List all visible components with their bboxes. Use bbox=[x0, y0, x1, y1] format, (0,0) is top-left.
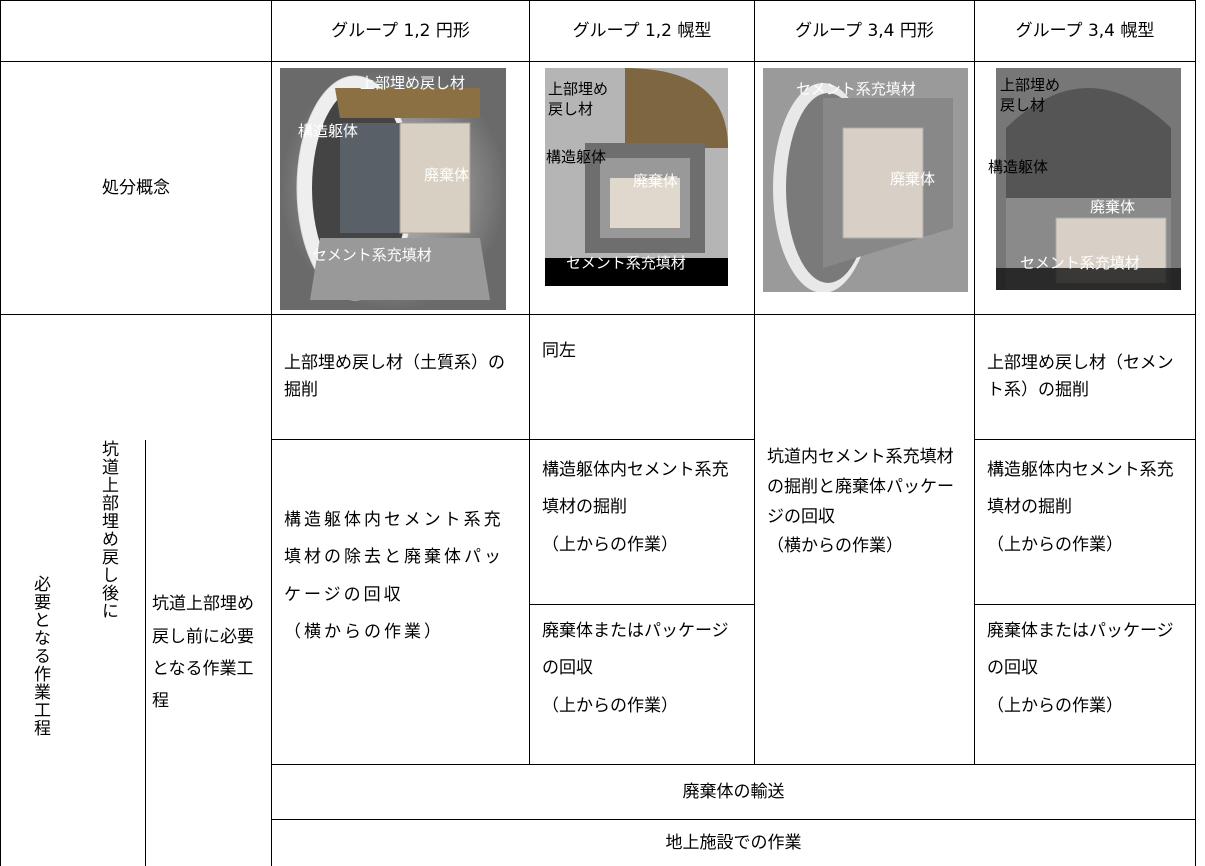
cell: 構造躯体内セメント系充填材の除去と廃棄体パッケージの回収 （横からの作業） bbox=[272, 440, 530, 765]
header-blank bbox=[0, 0, 272, 62]
cell-note: （上からの作業） bbox=[542, 534, 678, 555]
cell: 廃棄体の輸送 bbox=[272, 765, 1196, 820]
image-label: セメント系充填材 bbox=[1020, 254, 1140, 272]
cell: 構造躯体内セメント系充填材の掘削 （上からの作業） bbox=[530, 440, 755, 605]
cell: 同左 bbox=[530, 315, 755, 440]
cell-text: 坑道内セメント系充填材の掘削と廃棄体パッケージの回収 bbox=[767, 447, 954, 527]
column-header: グループ 3,4 円形 bbox=[755, 0, 975, 62]
image-cell bbox=[530, 62, 755, 315]
concept-image bbox=[545, 68, 728, 286]
image-label: 構造躯体 bbox=[298, 122, 359, 140]
image-label: セメント系充填材 bbox=[312, 246, 432, 264]
image-label: 廃棄体 bbox=[890, 170, 936, 188]
process-before-label: 坑道上部埋め戻し前に必要となる作業工程 bbox=[145, 440, 272, 866]
image-label: 上部埋め戻し材 bbox=[548, 80, 609, 118]
concept-image bbox=[996, 68, 1181, 290]
cell-note: （横からの作業） bbox=[767, 536, 903, 557]
process-blank bbox=[0, 315, 272, 440]
cell: 廃棄体またはパッケージの回収 （上からの作業） bbox=[975, 605, 1196, 765]
image-label: 上部埋め戻し材 bbox=[360, 74, 466, 92]
concept-image bbox=[763, 68, 968, 292]
column-header: グループ 1,2 円形 bbox=[272, 0, 530, 62]
process-label: 必要となる作業工程 bbox=[30, 575, 50, 737]
image-cell bbox=[272, 62, 530, 315]
image-cell bbox=[755, 62, 975, 315]
cell: 上部埋め戻し材（セメント系）の掘削 bbox=[975, 315, 1196, 440]
column-header: グループ 3,4 幌型 bbox=[975, 0, 1196, 62]
process-left bbox=[0, 440, 145, 866]
cell: 上部埋め戻し材（土質系）の掘削 bbox=[272, 315, 530, 440]
cell: 地上施設での作業 bbox=[272, 820, 1196, 866]
cell: 坑道内セメント系充填材の掘削と廃棄体パッケージの回収 （横からの作業） bbox=[755, 315, 975, 765]
image-label: 廃棄体 bbox=[1090, 198, 1136, 216]
cell-text: 構造躯体内セメント系充填材の掘削 bbox=[987, 460, 1174, 518]
column-header: グループ 1,2 幌型 bbox=[530, 0, 755, 62]
cell-note: （横からの作業） bbox=[284, 622, 444, 643]
cell-text: 廃棄体またはパッケージの回収 bbox=[542, 621, 729, 679]
cell-note: （上からの作業） bbox=[987, 534, 1123, 555]
concept-image bbox=[280, 68, 506, 310]
image-label: セメント系充填材 bbox=[566, 254, 686, 272]
cell-text: 廃棄体またはパッケージの回収 bbox=[987, 621, 1174, 679]
image-label: 構造躯体 bbox=[546, 148, 607, 166]
row-header: 処分概念 bbox=[0, 62, 272, 315]
cell-text: 構造躯体内セメント系充填材の除去と廃棄体パッケージの回収 bbox=[284, 510, 504, 605]
image-label: セメント系充填材 bbox=[796, 80, 916, 98]
process-after-label: 坑道上部埋め戻し後に bbox=[98, 440, 118, 620]
image-label: 上部埋め戻し材 bbox=[1000, 76, 1061, 114]
cell-text: 構造躯体内セメント系充填材の掘削 bbox=[542, 460, 729, 518]
cell: 構造躯体内セメント系充填材の掘削 （上からの作業） bbox=[975, 440, 1196, 605]
cell-note: （上からの作業） bbox=[987, 695, 1123, 716]
image-label: 廃棄体 bbox=[424, 166, 470, 184]
image-label: 構造躯体 bbox=[988, 158, 1049, 176]
cell: 廃棄体またはパッケージの回収 （上からの作業） bbox=[530, 605, 755, 765]
cell-note: （上からの作業） bbox=[542, 695, 678, 716]
image-cell bbox=[975, 62, 1196, 315]
image-label: 廃棄体 bbox=[633, 172, 679, 190]
